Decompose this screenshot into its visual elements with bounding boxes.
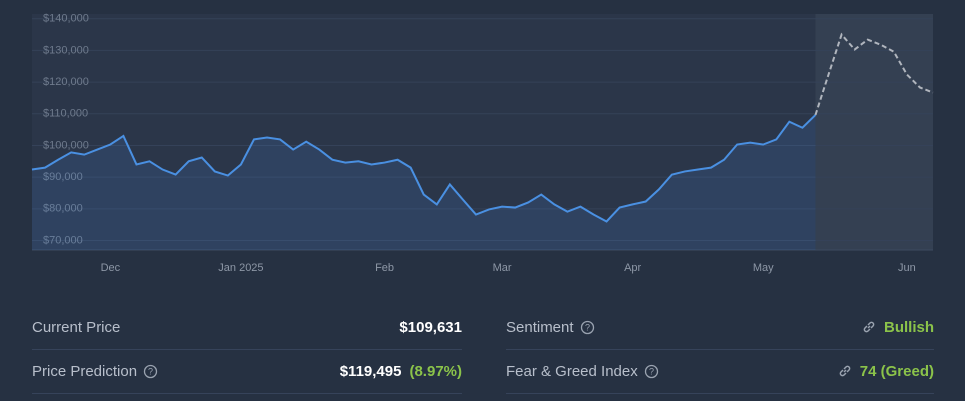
x-tick-label: Jun: [898, 262, 916, 274]
link-icon: [839, 365, 851, 377]
price-prediction-row: Price Prediction ? $119,495 (8.97%): [32, 349, 462, 394]
value: $119,495: [339, 362, 402, 380]
x-tick-label: May: [753, 262, 774, 274]
x-tick-label: Feb: [375, 262, 394, 274]
svg-text:?: ?: [649, 366, 654, 376]
chart: $70,000 $80,000 $90,000 $100,000 $110,000 $12…: [31, 13, 934, 274]
x-tick-label: Jan 2025: [218, 262, 263, 274]
label-wrap: Fear & Greed Index ?: [506, 363, 659, 380]
y-tick-label: $100,000: [43, 139, 89, 151]
x-tick-label: Mar: [493, 262, 512, 274]
info-icon[interactable]: ?: [580, 320, 595, 335]
y-tick-label: $70,000: [43, 234, 83, 246]
label: Current Price: [32, 318, 121, 336]
value: Bullish: [883, 318, 934, 336]
current-price-row: Current Price $109,631: [32, 305, 462, 350]
svg-text:?: ?: [148, 366, 153, 376]
x-tick-label: Apr: [624, 262, 641, 274]
info-icon[interactable]: ?: [644, 364, 659, 379]
info-icon[interactable]: ?: [143, 364, 158, 379]
y-tick-label: $120,000: [43, 76, 89, 88]
change: (8.97%): [409, 362, 462, 380]
value-wrap[interactable]: Bullish: [862, 319, 934, 336]
value: $109,631: [399, 318, 462, 336]
x-tick-label: Dec: [101, 262, 121, 274]
fear-greed-row: Fear & Greed Index ? 74 (Greed): [506, 349, 934, 394]
label: Sentiment: [506, 318, 574, 336]
line: [814, 32, 934, 116]
svg-text:?: ?: [585, 322, 590, 332]
sentiment-row: Sentiment ? Bullish: [506, 305, 934, 350]
label-wrap: Price Prediction ?: [32, 363, 158, 380]
y-tick-label: $110,000: [43, 108, 88, 120]
label-wrap: Sentiment ?: [506, 319, 595, 336]
y-tick-label: $130,000: [43, 44, 89, 56]
area: [32, 114, 816, 250]
label: Fear & Greed Index: [506, 362, 638, 380]
line: [31, 114, 817, 223]
value-wrap[interactable]: 74 (Greed): [838, 363, 934, 380]
y-tick-label: $90,000: [43, 171, 83, 183]
link-icon: [863, 321, 875, 333]
value-wrap: $119,495 (8.97%): [340, 363, 462, 380]
label: Price Prediction: [32, 362, 138, 380]
value: 74 (Greed): [859, 362, 934, 380]
forecast-region: [815, 14, 933, 250]
y-tick-label: $80,000: [43, 203, 83, 215]
y-tick-label: $140,000: [43, 13, 89, 25]
